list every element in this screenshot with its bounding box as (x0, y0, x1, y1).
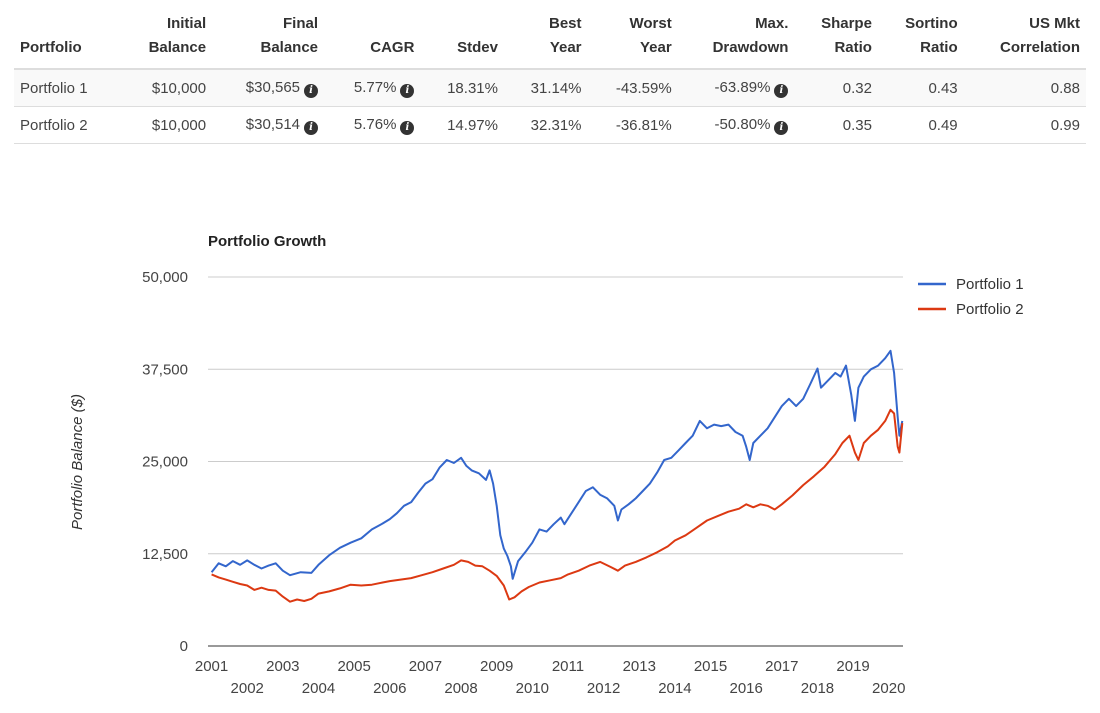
x-tick-label: 2008 (444, 680, 477, 697)
x-tick-label: 2016 (729, 680, 762, 697)
cell-portfolio: Portfolio 2 (14, 106, 120, 144)
info-circle-icon[interactable]: i (304, 83, 319, 98)
x-tick-label: 2017 (765, 658, 798, 675)
cell-best-year: 31.14% (503, 69, 588, 107)
x-tick-label: 2013 (623, 658, 656, 675)
max-drawdown-value: -63.89% (714, 78, 771, 96)
max-drawdown-value: -50.80% (714, 115, 771, 133)
legend-label-2: Portfolio 2 (956, 301, 1024, 318)
cell-best-year: 32.31% (503, 106, 588, 144)
cell-max-drawdown: -50.80% i (677, 106, 795, 144)
header-initial-balance: Initial Balance (119, 8, 213, 70)
chart-title: Portfolio Growth (208, 233, 326, 250)
header-portfolio: Portfolio (14, 8, 120, 70)
cell-initial-balance: $10,000 (119, 69, 213, 107)
cell-final-balance: $30,565 i (212, 69, 325, 107)
x-tick-label: 2009 (480, 658, 513, 675)
y-tick-label: 25,000 (142, 454, 188, 471)
x-tick-label: 2010 (516, 680, 549, 697)
header-worst-year: Worst Year (587, 8, 678, 70)
x-tick-label: 2002 (231, 680, 264, 697)
cell-stdev: 14.97% (420, 106, 504, 144)
cell-worst-year: -43.59% (587, 69, 678, 107)
y-axis-tick-labels: 0 12,500 25,000 37,500 50,000 (142, 269, 188, 655)
header-max-drawdown: Max. Drawdown (677, 8, 795, 70)
header-sortino-ratio: Sortino Ratio (877, 8, 964, 70)
header-us-mkt-correlation: US Mkt Correlation (963, 8, 1086, 70)
x-tick-label: 2003 (266, 658, 299, 675)
series-line-1 (210, 349, 904, 580)
cell-cagr: 5.77% i (324, 69, 421, 107)
chart-series (210, 349, 904, 603)
cell-us-mkt-correlation: 0.88 (963, 69, 1086, 107)
final-balance-value: $30,565 (245, 78, 301, 96)
cagr-value: 5.76% (353, 115, 397, 133)
info-circle-icon[interactable]: i (400, 83, 415, 98)
cell-cagr: 5.76% i (324, 106, 421, 144)
chart-gridlines (208, 276, 903, 647)
cell-max-drawdown: -63.89% i (677, 69, 795, 107)
y-tick-label: 12,500 (142, 546, 188, 563)
x-tick-label: 2007 (409, 658, 442, 675)
info-circle-icon[interactable]: i (304, 120, 319, 135)
cagr-value: 5.77% (353, 78, 397, 96)
chart-legend: Portfolio 1 Portfolio 2 (918, 276, 1024, 318)
legend-label-1: Portfolio 1 (956, 276, 1024, 293)
cell-sortino-ratio: 0.43 (877, 69, 964, 107)
table-row: Portfolio 1 $10,000 $30,565 i 5.77% i 18.3… (14, 69, 1086, 107)
table-header-row: Portfolio Initial Balance Final Balance … (14, 8, 1086, 70)
x-tick-label: 2015 (694, 658, 727, 675)
cell-worst-year: -36.81% (587, 106, 678, 144)
cell-portfolio: Portfolio 1 (14, 69, 120, 107)
y-axis-label: Portfolio Balance ($) (69, 394, 86, 530)
x-tick-label: 2006 (373, 680, 406, 697)
cell-initial-balance: $10,000 (119, 106, 213, 144)
cell-stdev: 18.31% (420, 69, 504, 107)
info-circle-icon[interactable]: i (400, 120, 415, 135)
x-tick-label: 2018 (801, 680, 834, 697)
table-row: Portfolio 2 $10,000 $30,514 i 5.76% i 14.9… (14, 106, 1086, 144)
x-tick-label: 2020 (872, 680, 905, 697)
header-cagr: CAGR (324, 8, 421, 70)
header-best-year: Best Year (503, 8, 588, 70)
x-tick-label: 2005 (337, 658, 370, 675)
y-tick-label: 37,500 (142, 361, 188, 378)
header-sharpe-ratio: Sharpe Ratio (794, 8, 878, 70)
x-tick-label: 2012 (587, 680, 620, 697)
x-tick-label: 2011 (552, 658, 584, 675)
x-axis-tick-labels: 2001200220032004200520062007200820092010… (195, 658, 906, 697)
header-stdev: Stdev (420, 8, 504, 70)
portfolio-summary-table: Portfolio Initial Balance Final Balance … (14, 8, 1086, 144)
info-circle-icon[interactable]: i (774, 120, 789, 135)
info-circle-icon[interactable]: i (774, 83, 789, 98)
x-tick-label: 2001 (195, 658, 228, 675)
y-tick-label: 50,000 (142, 269, 188, 286)
cell-final-balance: $30,514 i (212, 106, 325, 144)
cell-sharpe-ratio: 0.35 (794, 106, 878, 144)
x-tick-label: 2019 (836, 658, 869, 675)
final-balance-value: $30,514 (245, 115, 301, 133)
cell-sortino-ratio: 0.49 (877, 106, 964, 144)
cell-us-mkt-correlation: 0.99 (963, 106, 1086, 144)
x-tick-label: 2014 (658, 680, 691, 697)
y-tick-label: 0 (180, 638, 188, 655)
cell-sharpe-ratio: 0.32 (794, 69, 878, 107)
x-tick-label: 2004 (302, 680, 335, 697)
header-final-balance: Final Balance (212, 8, 325, 70)
series-line-2 (211, 408, 904, 603)
